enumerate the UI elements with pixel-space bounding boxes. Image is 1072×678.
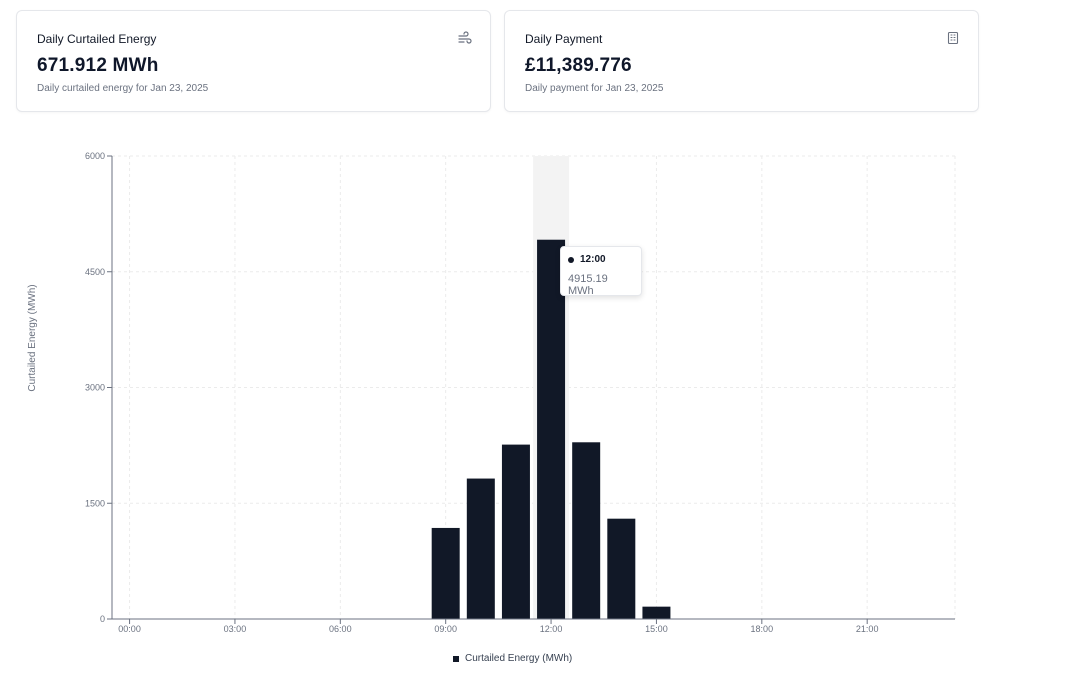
x-tick-label: 12:00	[540, 624, 563, 634]
daily-curtailed-energy-card: Daily Curtailed Energy 671.912 MWh Daily…	[16, 10, 491, 112]
y-axis-label: Curtailed Energy (MWh)	[27, 284, 38, 391]
daily-payment-card: Daily Payment £11,389.776 Daily payment …	[504, 10, 979, 112]
card-title: Daily Payment	[525, 32, 603, 46]
bar-1400	[607, 518, 636, 619]
x-tick-label: 00:00	[118, 624, 141, 634]
x-tick-label: 09:00	[434, 624, 457, 634]
y-tick-label: 0	[100, 614, 105, 624]
y-tick-label: 3000	[85, 383, 105, 393]
bar-1100	[501, 444, 530, 619]
tooltip-value: 4915.19 MWh	[568, 273, 608, 297]
card-subtitle: Daily payment for Jan 23, 2025	[525, 83, 664, 94]
x-tick-label: 15:00	[645, 624, 668, 634]
y-tick-label: 4500	[85, 267, 105, 277]
tooltip-dot-icon	[568, 256, 574, 263]
bars	[431, 239, 671, 619]
x-tick-label: 18:00	[751, 624, 774, 634]
bar-1200	[537, 239, 566, 619]
card-value: £11,389.776	[525, 55, 632, 76]
bar-1500	[642, 606, 671, 619]
legend-swatch-icon	[453, 655, 459, 662]
card-title: Daily Curtailed Energy	[37, 32, 157, 46]
wind-icon	[458, 31, 472, 44]
x-tick-label: 06:00	[329, 624, 352, 634]
chart-legend[interactable]: Curtailed Energy (MWh)	[453, 653, 572, 664]
chart-tooltip: 12:00 4915.19 MWh	[560, 246, 642, 297]
y-tick-label: 1500	[85, 498, 105, 508]
card-subtitle: Daily curtailed energy for Jan 23, 2025	[37, 83, 209, 94]
building-icon	[947, 31, 959, 45]
y-tick-label: 6000	[85, 151, 105, 161]
x-tick-label: 21:00	[856, 624, 879, 634]
axes: 0 1500 3000 4500 6000 00:00 03:00 06:00 09:00 12:…	[85, 151, 955, 634]
bar-1000	[466, 478, 495, 619]
x-tick-label: 03:00	[224, 624, 247, 634]
tooltip-label: 12:00	[580, 254, 606, 265]
card-value: 671.912 MWh	[37, 55, 159, 76]
bar-1300	[572, 442, 601, 619]
legend-label: Curtailed Energy (MWh)	[465, 653, 573, 664]
bar-0900	[431, 527, 460, 619]
